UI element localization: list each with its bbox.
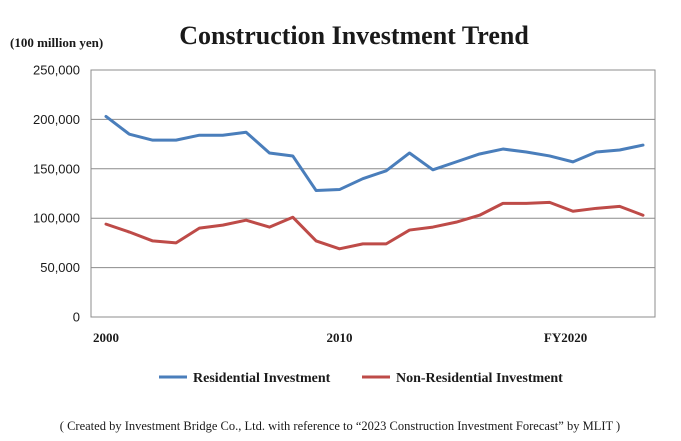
source-note: ( Created by Investment Bridge Co., Ltd.… (60, 419, 620, 433)
legend-label: Residential Investment (193, 371, 331, 386)
x-tick-label: 2000 (93, 330, 119, 345)
series-line-non-residential (104, 200, 645, 251)
plot-area (90, 69, 656, 318)
legend: Residential Investment Non-Residential In… (159, 371, 563, 386)
y-axis-ticks: 0 50,000 100,000 150,000 200,000 250,000 (33, 63, 80, 325)
gridlines (91, 69, 655, 318)
x-tick-label: FY2020 (544, 330, 587, 345)
y-tick-label: 50,000 (40, 260, 80, 275)
chart-title: Construction Investment Trend (179, 21, 529, 50)
y-tick-label: 150,000 (33, 161, 80, 176)
data-series (104, 114, 645, 251)
y-tick-label: 200,000 (33, 112, 80, 127)
y-tick-label: 250,000 (33, 63, 80, 78)
x-tick-label: 2010 (326, 330, 352, 345)
legend-label: Non-Residential Investment (396, 371, 563, 386)
x-axis-ticks: 2000 2010 FY2020 (93, 330, 587, 345)
series-line-residential (104, 114, 645, 193)
y-axis-unit-label: (100 million yen) (10, 35, 103, 50)
y-tick-label: 100,000 (33, 211, 80, 226)
y-tick-label: 0 (73, 310, 80, 325)
